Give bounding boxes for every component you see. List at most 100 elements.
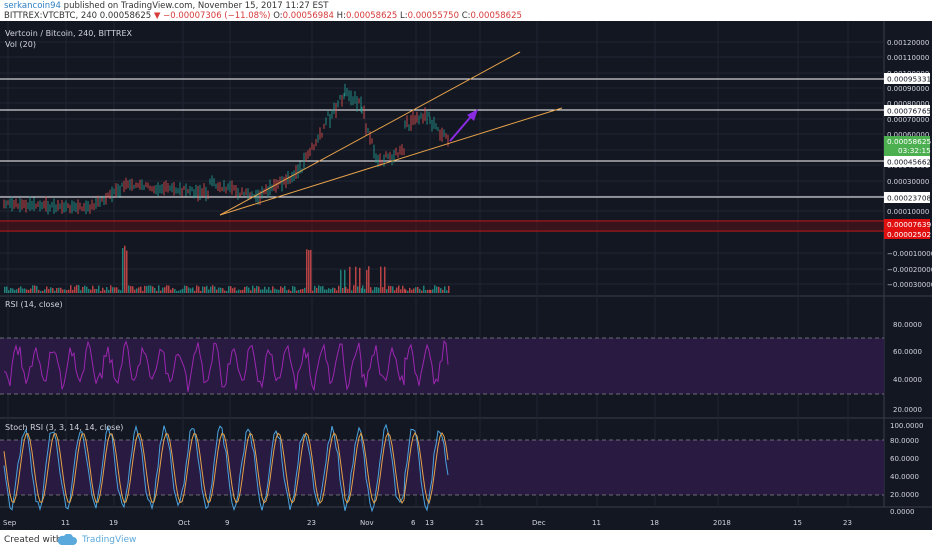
volume-bar xyxy=(150,285,152,293)
volume-bar xyxy=(8,290,10,293)
volume-bar xyxy=(332,287,334,293)
svg-text:0.00007639: 0.00007639 xyxy=(887,220,931,229)
candlestick-series[interactable] xyxy=(3,83,449,215)
volume-bar xyxy=(156,290,158,293)
volume-bar xyxy=(280,286,282,293)
volume-bar xyxy=(344,269,346,293)
close-value: 0.00058625 xyxy=(470,11,522,21)
volume-bar xyxy=(192,287,194,293)
volume-bar xyxy=(166,285,168,293)
upper-trendline[interactable] xyxy=(219,51,521,216)
volume-bar xyxy=(48,289,50,293)
svg-text:0.00058625: 0.00058625 xyxy=(887,137,931,146)
down-arrow-icon: ▼ xyxy=(153,11,161,21)
volume-bar xyxy=(411,289,413,293)
volume-bar xyxy=(42,290,44,293)
volume-bar xyxy=(38,289,40,293)
volume-bar xyxy=(178,290,180,293)
stoch-axis: 100.0000 80.0000 60.0000 40.0000 20.0000 0.00… xyxy=(890,422,923,516)
volume-bar xyxy=(402,285,404,293)
volume-bar xyxy=(12,288,14,293)
volume-bar xyxy=(340,269,342,293)
price-axis-label: 0.00120000 xyxy=(887,39,929,47)
volume-bar xyxy=(326,289,328,293)
volume-bar xyxy=(320,286,322,293)
volume-bar xyxy=(232,288,234,293)
volume-bar xyxy=(194,290,196,293)
volume-bar xyxy=(24,288,26,293)
volume-bar xyxy=(134,289,136,293)
volume-bar xyxy=(296,290,298,293)
volume-bar xyxy=(390,286,392,293)
volume-bar xyxy=(318,285,320,293)
author-link[interactable]: serkancoin94 xyxy=(4,1,61,11)
tradingview-logo-text[interactable]: TradingView xyxy=(82,535,137,545)
time-axis-label: 11 xyxy=(592,519,601,527)
volume-bar xyxy=(124,245,126,293)
volume-bar xyxy=(388,285,390,293)
volume-bar xyxy=(230,286,232,293)
volume-bar xyxy=(94,288,96,293)
volume-bar xyxy=(246,286,248,293)
open-label: O: xyxy=(273,11,283,21)
volume-bar xyxy=(380,266,382,293)
lower-trendline[interactable] xyxy=(219,107,563,216)
stoch-axis-label: 20.0000 xyxy=(890,491,919,499)
volume-bar xyxy=(92,285,94,293)
volume-bar xyxy=(308,250,310,293)
stoch-d-line xyxy=(3,431,449,505)
volume-bar xyxy=(30,288,32,293)
time-axis-label: 6 xyxy=(411,519,416,527)
volume-bar xyxy=(407,290,409,293)
volume-bar xyxy=(362,285,364,293)
footer: Created with TradingView xyxy=(0,530,932,550)
volume-bar xyxy=(290,290,292,293)
volume-bar xyxy=(108,289,110,293)
volume-title: Vol (20) xyxy=(5,40,36,49)
volume-bar xyxy=(126,250,128,293)
chart-canvas[interactable]: Vertcoin / Bitcoin, 240, BITTREX Vol (20… xyxy=(0,21,932,530)
price-axis-label: 0.00010000 xyxy=(887,208,929,216)
volume-bar xyxy=(116,287,118,293)
volume-bar xyxy=(52,288,54,293)
projection-arrow[interactable] xyxy=(449,112,475,142)
volume-bar xyxy=(118,289,120,293)
volume-bar xyxy=(429,289,431,293)
volume-bar xyxy=(417,287,419,293)
volume-bar xyxy=(432,289,434,293)
volume-bar xyxy=(284,286,286,293)
stoch-axis-label: 60.0000 xyxy=(890,455,919,463)
volume-bar xyxy=(427,289,429,293)
price-axis-label: 0.00030000 xyxy=(887,178,929,186)
volume-bar xyxy=(70,285,72,293)
current-price-badge: 0.00058625 03:32:15 xyxy=(884,136,931,156)
volume-bar xyxy=(330,289,332,293)
volume-bar xyxy=(4,286,6,293)
price-axis-label: −0.00030000 xyxy=(887,281,932,289)
volume-bar xyxy=(386,289,388,293)
volume-bar xyxy=(22,288,24,293)
volume-bar xyxy=(100,290,102,293)
volume-bar xyxy=(26,289,28,293)
time-axis-label: 2018 xyxy=(713,519,731,527)
time-axis-label: 19 xyxy=(109,519,118,527)
price-axis-label: 0.00090000 xyxy=(887,85,929,93)
volume-bar xyxy=(312,290,314,293)
volume-bar xyxy=(282,287,284,293)
volume-bar xyxy=(50,287,52,293)
volume-bar xyxy=(288,289,290,293)
volume-bar xyxy=(18,287,20,293)
volume-bar xyxy=(238,289,240,293)
high-value: 0.00058625 xyxy=(345,11,398,21)
volume-bar xyxy=(80,290,82,293)
red-label-upper: 0.00007639 xyxy=(884,219,931,229)
volume-bar xyxy=(328,288,330,293)
volume-bar xyxy=(102,287,104,293)
time-axis[interactable]: Sep 11 19 Oct 9 23 Nov 6 13 21 Dec 11 18 2018 15 23 xyxy=(3,519,852,527)
volume-bar xyxy=(415,287,417,293)
volume-bar xyxy=(184,285,186,293)
volume-bar xyxy=(160,290,162,293)
volume-bar xyxy=(114,287,116,293)
volume-bar xyxy=(306,249,308,293)
volume-bar xyxy=(46,286,48,293)
